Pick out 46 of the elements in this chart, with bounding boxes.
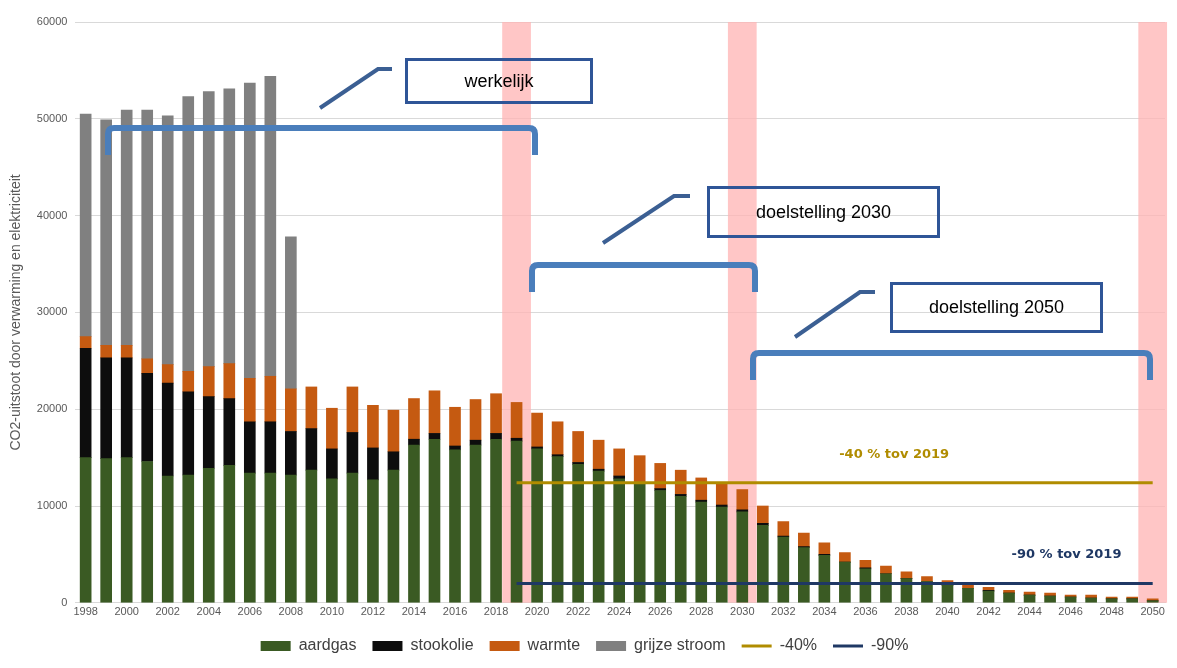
x-tick-label: 2040	[935, 605, 960, 618]
legend-label: grijze stroom	[634, 636, 726, 654]
y-tick-label: 0	[61, 595, 68, 608]
legend-label: -90%	[871, 636, 909, 654]
x-tick-label: 2030	[730, 605, 755, 618]
y-tick-label: 20000	[36, 402, 68, 415]
annotation: doelstelling 2050	[890, 282, 1103, 333]
y-axis-title: CO2-uitstoot door verwarming en elektriciteit	[7, 174, 24, 451]
x-tick-label: 2032	[771, 605, 796, 618]
legend-label: -40%	[779, 636, 818, 654]
x-tick-label: 2022	[565, 605, 591, 618]
x-tick-label: 2002	[155, 605, 180, 618]
annotation: werkelijk	[405, 58, 593, 104]
x-tick-label: 1998	[73, 605, 98, 618]
x-tick-label: 2048	[1099, 605, 1124, 618]
legend-label: stookolie	[410, 636, 474, 654]
x-tick-label: 2020	[524, 605, 550, 618]
legend-label: warmte	[526, 636, 581, 654]
x-tick-label: 2042	[976, 605, 1001, 618]
x-tick-label: 2044	[1017, 605, 1042, 618]
annotation: -90 % tov 2019	[1011, 546, 1122, 562]
y-tick-label: 10000	[36, 499, 68, 512]
x-tick-label: 2026	[647, 605, 673, 618]
x-tick-label: 2028	[689, 605, 714, 618]
x-tick-label: 2012	[360, 605, 386, 618]
y-tick-label: 50000	[36, 111, 68, 124]
annotation: doelstelling 2030	[707, 186, 940, 238]
x-tick-label: 2046	[1058, 605, 1083, 618]
x-tick-label: 2050	[1140, 605, 1165, 618]
x-tick-label: 2024	[606, 605, 632, 618]
legend-label: aardgas	[298, 636, 357, 654]
x-tick-label: 2014	[401, 605, 427, 618]
y-tick-label: 30000	[36, 305, 68, 318]
x-tick-label: 2006	[237, 605, 263, 618]
annotation: -40 % tov 2019	[839, 445, 950, 461]
x-tick-label: 2000	[114, 605, 139, 618]
x-tick-label: 2008	[278, 605, 304, 618]
x-tick-label: 2036	[853, 605, 878, 618]
x-tick-label: 2004	[196, 605, 222, 618]
x-tick-label: 2018	[483, 605, 509, 618]
y-tick-label: 40000	[36, 208, 68, 221]
x-tick-label: 2038	[894, 605, 919, 618]
y-tick-label: 60000	[36, 15, 68, 28]
x-tick-label: 2034	[812, 605, 837, 618]
x-tick-label: 2016	[442, 605, 468, 618]
x-tick-label: 2010	[319, 605, 345, 618]
